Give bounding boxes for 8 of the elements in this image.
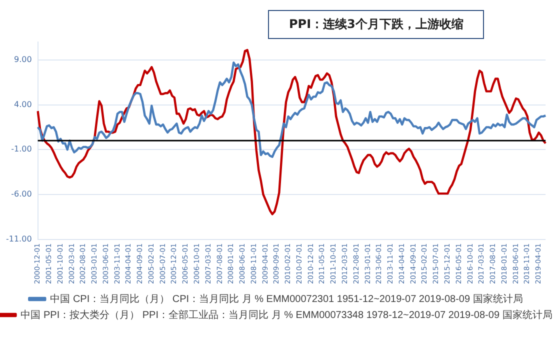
legend-label: 中国 CPI：当月同比（月） CPI：当月同比 月 % EMM00072301 1951-12~2019-07 2019-08-09 国家统计局 bbox=[50, 292, 523, 305]
y-tick-label: -1.00 bbox=[11, 144, 32, 154]
y-tick-label: -11.00 bbox=[6, 234, 32, 244]
legend-label: 中国 PPI：按大类分（月） PPI：全部工业品：当月同比 月 % EMM00073348 1978-12~2019-07 2019-08-09 国家统计局 bbox=[20, 308, 552, 321]
y-tick-label: -6.00 bbox=[11, 190, 32, 199]
chart-title: PPI：连续3个月下跌，上游收缩 bbox=[268, 10, 484, 39]
y-tick-label: 4.00 bbox=[14, 100, 32, 109]
y-tick-label: 9.00 bbox=[14, 55, 32, 64]
